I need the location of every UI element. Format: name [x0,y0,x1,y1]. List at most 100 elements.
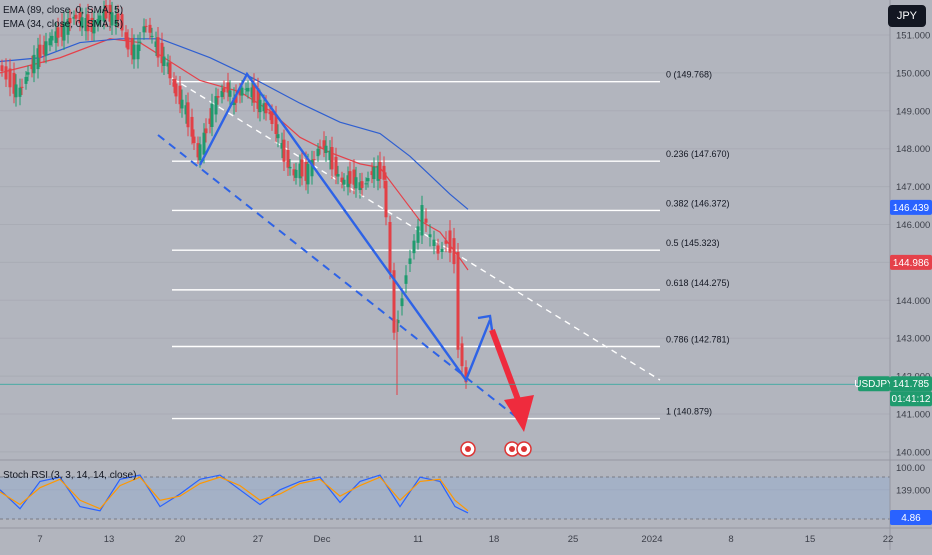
candle-body [256,88,260,109]
currency-button[interactable]: JPY [887,5,926,27]
symbol-badge: USDJPY [854,379,894,390]
fib-level-label: 0.786 (142.781) [666,335,730,345]
candles [0,0,468,396]
candle-body [138,41,142,43]
candle-body [30,64,34,70]
candle-body [110,12,114,26]
drawings[interactable] [0,71,890,432]
stoch-rsi-label[interactable]: Stoch RSI (3, 3, 14, 14, close) [3,470,137,481]
candle-body [168,62,172,79]
candle-body [24,76,28,84]
candle-body [262,103,266,112]
candle-body [222,88,226,93]
candle-body [12,72,16,94]
upper-channel-line [171,77,661,381]
candle-body [0,65,4,72]
candle-body [124,32,128,41]
candle-body [298,163,302,179]
candle-body [276,134,280,139]
time-tick-label: 2024 [641,534,662,545]
ema89-price-badge: 146.439 [893,203,930,214]
candle-body [86,14,90,32]
candle-body [48,38,52,46]
countdown-badge: 01:41:12 [892,394,931,405]
candle-body [464,367,468,383]
candle-body [186,102,190,128]
candle-body [226,82,230,93]
candle-body [268,111,272,115]
candle-body [162,56,166,67]
candle-body [388,221,392,274]
jp-flag-icon-dot [521,446,527,452]
ema89-price-badge-bg [890,199,932,215]
candle-body [174,83,178,97]
candle-body [416,226,420,243]
candle-body [172,78,176,87]
fib-level-label: 0 (149.768) [666,70,712,80]
forecast-arrow-head [504,395,534,432]
time-tick-label: 7 [37,534,42,545]
candle-body [116,13,120,20]
candle-body [428,234,432,238]
candle-body [26,72,30,75]
candle-body [440,248,444,253]
candle-body [78,12,82,24]
candle-body [392,270,396,333]
candle-body [208,118,212,124]
candle-body [330,147,334,170]
time-tick-label: 11 [413,534,423,545]
pattern-zigzag [198,71,492,383]
candle-body [198,144,202,161]
candle-body [216,96,220,98]
trend-lines[interactable] [157,77,661,421]
candle-body [74,14,78,19]
candle-body [136,44,140,60]
candle-body [196,143,200,158]
candle-body [44,41,48,56]
candle-body [400,298,404,307]
pattern-arrowhead [477,314,494,331]
price-tick-label: 141.000 [896,410,930,421]
time-tick-label: 22 [883,534,894,545]
candle-body [72,16,76,19]
candle-body [14,84,18,98]
stoch-rsi-pane [0,459,932,520]
candle-body [456,251,460,350]
candle-body [220,90,224,98]
candle-body [444,240,448,244]
candle-body [238,91,242,96]
candle-body [318,146,322,149]
time-tick-label: 25 [568,534,579,545]
candle-body [210,103,214,127]
grid-lines [0,34,890,491]
ema89-label[interactable]: EMA (89, close, 0, SMA, 5) [3,5,124,16]
candle-body [396,319,400,324]
candle-body [384,180,388,218]
candle-body [234,94,238,103]
time-tick-label: 20 [175,534,186,545]
candle-body [190,116,194,137]
fib-level-label: 0.5 (145.323) [666,238,720,248]
price-tick-label: 146.000 [896,220,930,231]
ema34-label[interactable]: EMA (34, close, 0, SMA, 5) [3,19,124,30]
price-tick-label: 140.000 [896,447,930,458]
price-tick-label: 139.000 [896,485,930,496]
candle-body [56,27,60,38]
time-tick-label: 18 [489,534,500,545]
fibonacci-retracement[interactable]: 0 (149.768) 0.236 (147.670) 0.382 (146.372… [172,70,730,420]
candle-body [60,23,64,37]
price-axis[interactable]: 151.000 150.000 149.000 148.000 147.000 146.0… [889,0,930,550]
candle-body [62,21,66,41]
candle-body [432,239,436,246]
time-axis[interactable]: 7 13 20 27 Dec 11 18 25 2024 8 15 22 [0,527,932,545]
fib-level-label: 1 (140.879) [666,407,712,417]
candle-body [144,25,148,27]
candle-body [184,105,188,115]
time-tick-label: Dec [314,534,331,545]
symbol-badge-bg [858,376,890,392]
stoch-d-line [0,476,469,512]
candle-body [264,102,268,114]
event-markers[interactable] [460,441,532,457]
candle-body [98,15,102,21]
